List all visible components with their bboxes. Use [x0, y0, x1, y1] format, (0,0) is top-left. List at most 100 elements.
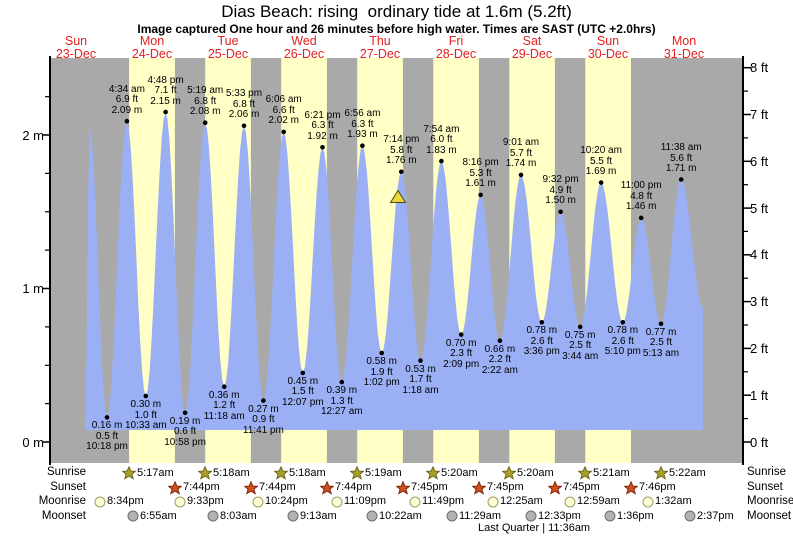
tide-extreme-dot [478, 192, 483, 198]
row-label-sunrise: Sunrise [47, 466, 86, 478]
tide-annotation-line: 5.3 ft [469, 167, 492, 179]
tide-annotation-line: 4:34 am [108, 83, 145, 95]
tide-annotation-line: 1.46 m [625, 201, 657, 213]
tide-annotation-line: 0.16 m [91, 420, 123, 432]
high-tide-annotation: 6:06 am 6.6 ft 2.02 m [248, 95, 320, 127]
sunset-marker: 7:46pm [624, 480, 676, 495]
row-label-moonrise: Moonrise [38, 495, 86, 507]
moonrise-circle-icon [94, 496, 106, 507]
sunset-marker: 7:45pm [472, 480, 524, 495]
high-tide-annotation: 7:14 pm 5.8 ft 1.76 m [365, 135, 437, 167]
moonrise-circle-icon [487, 496, 499, 507]
tide-annotation-line: 9:01 am [502, 137, 540, 149]
day-label: Sun 30-Dec [568, 35, 648, 60]
tide-annotation-line: 1:02 pm [363, 377, 400, 388]
day-label: Mon 31-Dec [644, 35, 724, 60]
sunrise-star-icon [654, 466, 668, 480]
tide-annotation-line: 0.77 m [645, 326, 677, 338]
day-name: Mon [139, 34, 165, 48]
moonset-circle-icon [127, 510, 139, 522]
sunset-star-icon [472, 480, 486, 495]
moonset-marker: 12:33pm [525, 510, 581, 523]
moonrise-circle-icon [331, 496, 343, 507]
tide-annotation-line: 6.8 ft [232, 98, 256, 110]
sunrise-marker: 5:21am [578, 466, 630, 480]
low-tide-annotation: 0.53 m 1.7 ft 1:18 am [385, 364, 457, 397]
day-name: Sun [596, 34, 620, 48]
moonset-circle-icon [446, 510, 458, 522]
tide-extreme-dot [577, 324, 583, 330]
tide-extreme-dot [638, 215, 644, 221]
current-time-marker-icon [389, 189, 407, 203]
tide-annotation-line: 7:54 am [423, 123, 460, 135]
day-label: Sun 23-Dec [36, 35, 116, 60]
moonrise-time: 10:24pm [265, 495, 308, 507]
day-name: Mon [671, 34, 697, 48]
tide-annotation-line: 2.09 m [111, 104, 143, 116]
moonset-marker: 8:03am [207, 510, 257, 523]
left-axis-label: 0 m [22, 434, 44, 450]
day-name: Wed [291, 34, 317, 48]
row-label-sunset: Sunset [747, 480, 783, 493]
tide-extreme-dot [281, 129, 287, 135]
tide-annotation-line: 10:20 am [580, 145, 622, 157]
tide-extreme-dot [598, 180, 604, 185]
tide-annotation-line: 0.19 m [169, 415, 201, 427]
high-tide-annotation: 9:32 pm 4.9 ft 1.50 m [525, 175, 597, 207]
tide-extreme-dot [497, 338, 503, 344]
tide-annotation-line: 5:19 am [187, 85, 224, 97]
sunset-time: 7:44pm [335, 481, 372, 493]
high-tide-annotation: 11:00 pm 4.8 ft 1.46 m [605, 181, 677, 213]
day-date: 31-Dec [663, 46, 705, 61]
sunset-time: 7:45pm [411, 481, 448, 493]
tide-annotation-line: 1.7 ft [409, 374, 432, 386]
tide-extreme-dot [143, 393, 149, 399]
high-tide-annotation: 11:38 am 5.6 ft 1.71 m [645, 142, 717, 175]
high-tide-annotation: 5:19 am 6.8 ft 2.08 m [169, 86, 241, 118]
moonrise-circle-icon [564, 496, 576, 507]
sunrise-star-icon [426, 466, 440, 480]
right-axis-label: 6 ft [750, 153, 769, 169]
moon-phase-label: Last Quarter | 11:36am [478, 522, 591, 534]
day-name: Thu [369, 34, 391, 48]
moonrise-marker: 1:32am [642, 495, 692, 508]
tide-annotation-line: 5:33 pm [225, 88, 263, 100]
day-date: 27-Dec [359, 46, 401, 61]
page-subtitle: Image captured One hour and 26 minutes b… [137, 22, 656, 36]
tide-annotation-line: 2.6 ft [530, 335, 553, 347]
moonset-circle-icon [287, 510, 299, 522]
tide-annotation-line: 1.74 m [505, 158, 537, 170]
tide-annotation-line: 3:44 am [562, 350, 599, 362]
row-label-moonrise: Moonrise [747, 495, 793, 507]
moonrise-time: 12:59am [577, 495, 620, 507]
high-tide-annotation: 9:01 am 5.7 ft 1.74 m [485, 138, 557, 170]
tide-extreme-dot [539, 320, 545, 325]
moonset-time: 8:03am [220, 509, 257, 522]
sunrise-time: 5:22am [669, 466, 706, 479]
sunset-time: 7:44pm [259, 481, 296, 493]
tide-annotation-line: 2.15 m [150, 95, 181, 107]
moonset-circle-icon [207, 510, 219, 522]
day-name: Fri [448, 34, 464, 48]
tide-annotation-line: 12:27 am [320, 406, 363, 418]
tide-annotation-line: 6.0 ft [430, 134, 453, 146]
sunset-time: 7:44pm [183, 481, 220, 493]
sunset-marker: 7:44pm [244, 480, 296, 495]
low-tide-annotation: 0.70 m 2.3 ft 2:09 pm [425, 338, 497, 371]
tide-annotation-line: 6.3 ft [311, 120, 334, 132]
sunset-time: 7:46pm [639, 481, 676, 493]
high-tide-annotation: 6:56 am 6.3 ft 1.93 m [326, 109, 398, 141]
moonset-marker: 11:29am [446, 510, 501, 523]
moonrise-marker: 11:09pm [331, 495, 386, 508]
moonset-time: 1:36pm [617, 509, 654, 522]
sunrise-star-icon [502, 466, 516, 480]
sunset-star-icon [168, 480, 182, 495]
tide-annotation-line: 1.83 m [426, 144, 457, 156]
right-axis-label: 1 ft [750, 387, 769, 403]
left-axis-label: 1 m [22, 281, 44, 296]
high-tide-annotation: 6:21 pm 6.3 ft 1.92 m [287, 110, 359, 143]
sunset-time: 7:45pm [487, 481, 524, 493]
tide-annotation-line: 6:06 am [265, 94, 302, 106]
right-axis-label: 0 ft [750, 434, 769, 450]
